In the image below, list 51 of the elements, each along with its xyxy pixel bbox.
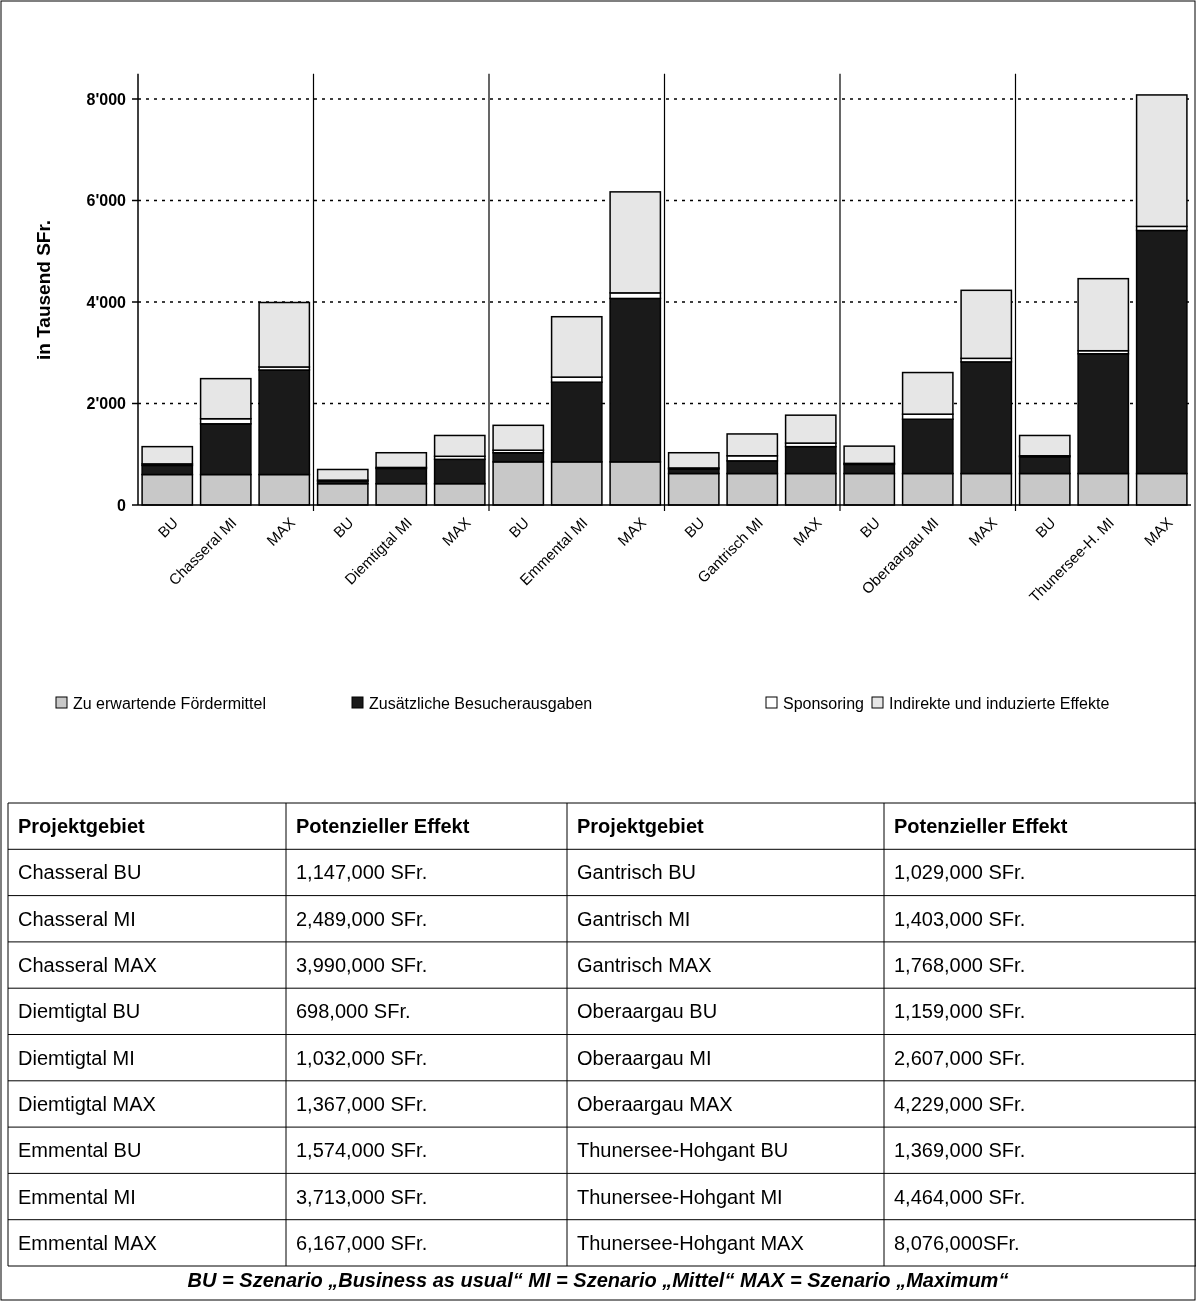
y-tick-label: 6'000	[86, 192, 127, 210]
text: BU = Szenario „Business as usual“ MI = Szenario „Mittel“ MAX = Szenario „Maximum“	[187, 1269, 1009, 1291]
text: 3,713,000 SFr.	[296, 1185, 428, 1208]
y-tick-label: 8'000	[86, 90, 127, 108]
text: 1,029,000 SFr.	[894, 861, 1026, 884]
legend-label: Sponsoring	[783, 694, 864, 712]
legend-label: Zu erwartende Fördermittel	[73, 694, 266, 712]
text: Thunersee-Hohgant BU	[577, 1139, 789, 1162]
text: Chasseral MI	[18, 907, 136, 930]
text: Diemtigtal BU	[18, 1000, 141, 1023]
text: Emmental BU	[18, 1139, 142, 1162]
text: Potenzieller Effekt	[296, 815, 470, 838]
text: Oberaargau MAX	[577, 1092, 733, 1115]
text: Projektgebiet	[18, 815, 146, 838]
y-tick-label: 2'000	[86, 395, 127, 413]
legend-label: Indirekte und induzierte Effekte	[889, 694, 1110, 712]
text: 1,574,000 SFr.	[296, 1139, 428, 1162]
text: 698,000 SFr.	[296, 1000, 411, 1023]
text: 1,032,000 SFr.	[296, 1046, 428, 1069]
text: Diemtigtal MI	[18, 1046, 135, 1069]
text: Diemtigtal MAX	[18, 1092, 156, 1115]
text: 4,464,000 SFr.	[894, 1185, 1026, 1208]
text: 1,369,000 SFr.	[894, 1139, 1026, 1162]
text: 1,403,000 SFr.	[894, 907, 1026, 930]
y-tick-label: 4'000	[86, 293, 127, 311]
text: Thunersee-Hohgant MI	[577, 1185, 783, 1208]
legend-label: Zusätzliche Besucherausgaben	[369, 694, 593, 712]
text: 8,076,000SFr.	[894, 1231, 1020, 1254]
text: Projektgebiet	[577, 815, 705, 838]
y-axis-title: in Tausend SFr.	[33, 219, 54, 361]
text: Gantrisch MAX	[577, 954, 712, 977]
text: Chasseral BU	[18, 861, 142, 884]
text: Emmental MI	[18, 1185, 136, 1208]
text: Gantrisch BU	[577, 861, 696, 884]
text: Potenzieller Effekt	[894, 815, 1068, 838]
text: 2,607,000 SFr.	[894, 1046, 1026, 1069]
text: 6,167,000 SFr.	[296, 1231, 428, 1254]
text: Chasseral MAX	[18, 954, 157, 977]
text: Oberaargau MI	[577, 1046, 712, 1069]
text: Oberaargau BU	[577, 1000, 718, 1023]
text: 1,159,000 SFr.	[894, 1000, 1026, 1023]
text: Emmental MAX	[18, 1231, 157, 1254]
text: 1,768,000 SFr.	[894, 954, 1026, 977]
text: Gantrisch MI	[577, 907, 691, 930]
text: 4,229,000 SFr.	[894, 1092, 1026, 1115]
text: 1,367,000 SFr.	[296, 1092, 428, 1115]
text: Thunersee-Hohgant MAX	[577, 1231, 804, 1254]
y-tick-label: 0	[117, 496, 127, 514]
text: 3,990,000 SFr.	[296, 954, 428, 977]
text: 2,489,000 SFr.	[296, 907, 428, 930]
text: 1,147,000 SFr.	[296, 861, 428, 884]
